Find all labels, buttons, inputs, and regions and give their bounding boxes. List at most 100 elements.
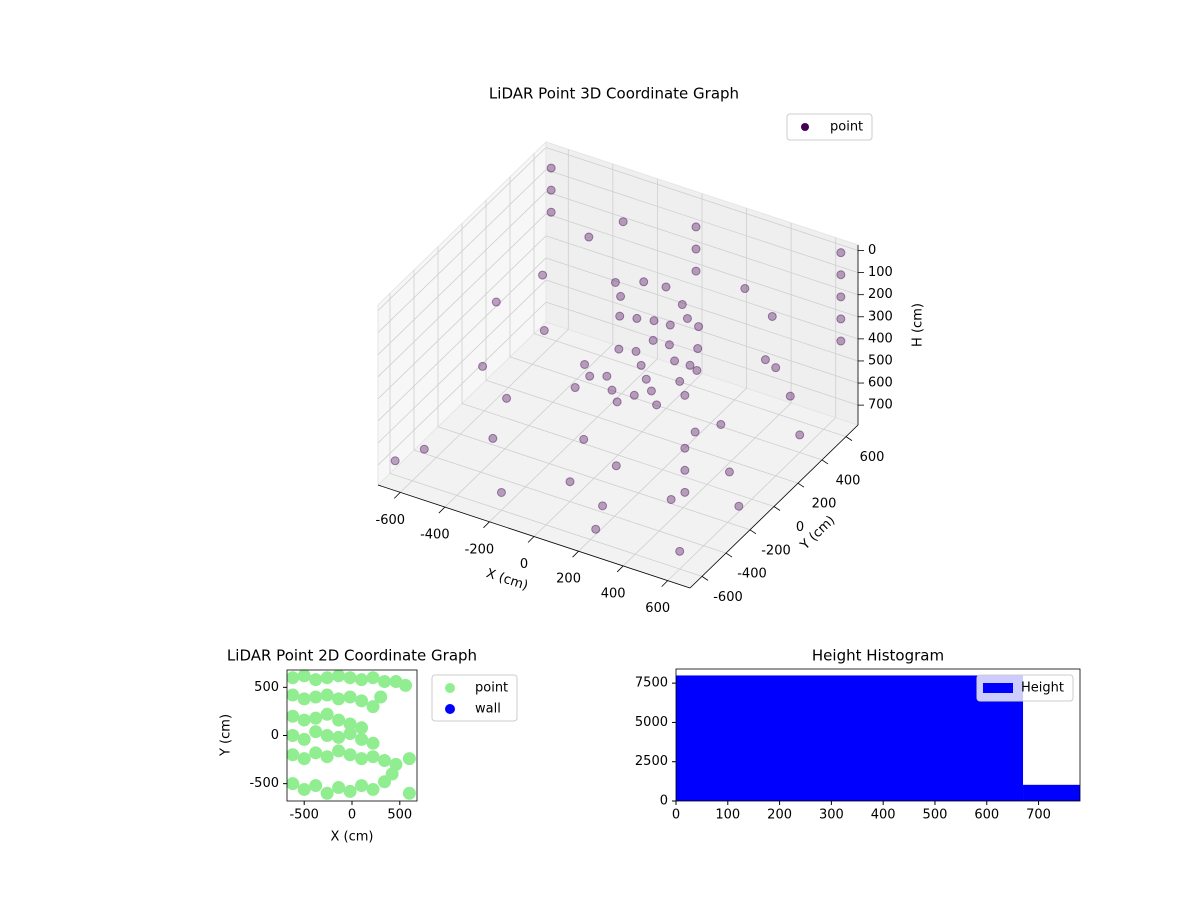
legend-marker [445, 704, 455, 714]
x-tick-label: 0 [348, 808, 356, 823]
z-tick-label: 400 [868, 331, 893, 346]
point [591, 524, 601, 534]
point [287, 688, 300, 702]
y-tick-label: 600 [860, 450, 885, 465]
point [631, 346, 641, 356]
z-tick-label: 600 [868, 376, 893, 391]
point [390, 456, 400, 466]
point [343, 690, 357, 704]
tick-mark [483, 521, 490, 529]
grid-line [389, 472, 703, 577]
x-axis-label: X (cm) [331, 830, 374, 845]
point [836, 314, 846, 324]
point [287, 729, 300, 742]
point [675, 376, 685, 386]
z-tick-label: 200 [868, 287, 893, 302]
grid-line [545, 191, 859, 296]
y-tick-label: 200 [812, 497, 837, 512]
point [607, 385, 617, 395]
point [309, 779, 323, 793]
y-tick-label: -200 [761, 543, 791, 558]
legend-marker [801, 123, 809, 131]
point [682, 313, 692, 323]
point [332, 670, 346, 683]
point [579, 434, 589, 444]
grid-line [437, 426, 751, 531]
x-tick-label: 100 [715, 808, 740, 823]
point [836, 270, 846, 280]
bar [676, 675, 1024, 801]
y-tick-label: 5000 [635, 715, 668, 730]
y-tick-label: 500 [254, 680, 279, 695]
point [309, 711, 323, 725]
point [502, 393, 512, 403]
point [649, 316, 659, 326]
point [665, 320, 675, 330]
point [795, 430, 805, 440]
point [355, 694, 369, 708]
point [366, 736, 380, 750]
point [618, 217, 628, 227]
point [297, 692, 311, 706]
point [343, 748, 357, 762]
y-tick-label: 400 [836, 473, 861, 488]
point [332, 781, 346, 795]
point [615, 311, 625, 321]
grid-line [377, 169, 547, 333]
point [694, 322, 704, 332]
point [366, 700, 380, 714]
point [734, 501, 744, 511]
point [488, 433, 498, 443]
legend-marker [983, 683, 1013, 693]
tick-mark [527, 536, 535, 543]
point [691, 244, 701, 254]
x-tick-label: 0 [672, 808, 680, 823]
axes-frame [675, 668, 1081, 802]
legend-label: wall [475, 702, 501, 717]
legend-label: Height [1021, 681, 1064, 696]
point [366, 782, 380, 796]
point [693, 344, 703, 354]
point [385, 767, 399, 781]
grid-line [545, 147, 859, 251]
point [636, 360, 646, 370]
point [616, 291, 626, 301]
point [309, 673, 323, 687]
point [297, 713, 311, 727]
x-axis [377, 484, 691, 589]
point [297, 782, 311, 796]
point [691, 222, 701, 232]
grid-line [545, 169, 859, 273]
point [614, 344, 624, 354]
point [378, 675, 391, 689]
point [612, 397, 622, 407]
grid-line [545, 279, 859, 384]
tick-mark [572, 550, 579, 558]
point [287, 777, 300, 791]
point [366, 671, 380, 685]
tick-mark [725, 552, 733, 558]
x-tick-label: 400 [871, 808, 896, 823]
point [767, 311, 777, 321]
grid-line [377, 257, 547, 422]
grid-line [377, 213, 547, 378]
x-tick-label: 400 [601, 586, 626, 601]
point [287, 709, 300, 723]
x-tick-label: -600 [376, 513, 406, 528]
point [836, 248, 846, 258]
z-tick-label: 100 [868, 265, 893, 280]
point [565, 477, 575, 487]
point [378, 754, 391, 768]
x-tick-label: 200 [556, 572, 581, 587]
tick-mark [773, 506, 781, 511]
x-tick-label: -500 [289, 808, 319, 823]
x-tick-label: 0 [520, 557, 528, 572]
point [664, 340, 674, 350]
point [297, 732, 311, 746]
legend-box [786, 113, 873, 141]
z-axis-label: H (cm) [911, 303, 926, 347]
point [680, 487, 690, 497]
legend-box [976, 674, 1074, 702]
point [343, 717, 357, 731]
point [320, 671, 334, 685]
